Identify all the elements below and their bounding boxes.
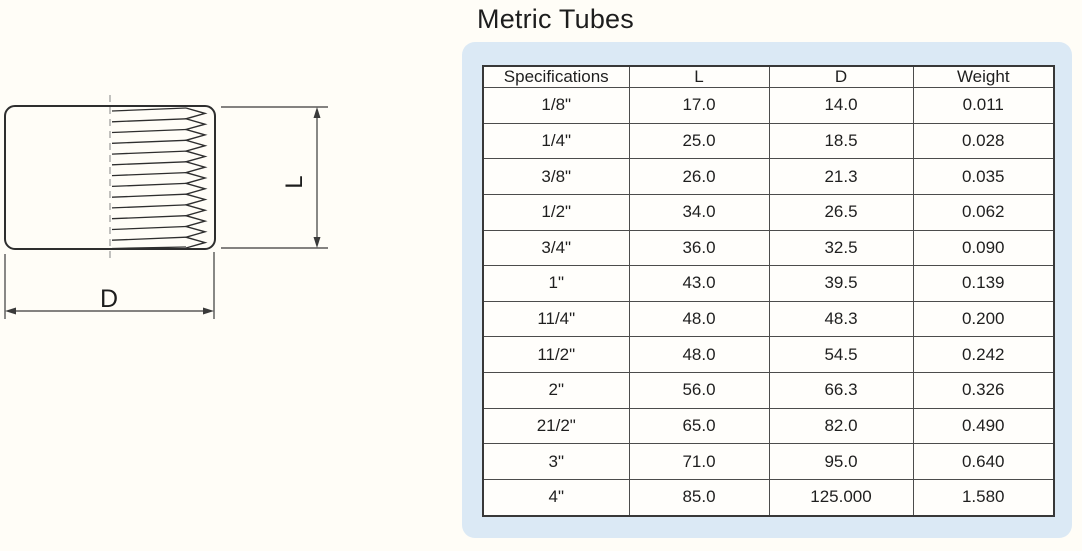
table-cell: 0.011 — [912, 87, 1055, 124]
table-row: 1/2" 34.0 26.5 0.062 — [482, 193, 1055, 231]
table-cell: 0.490 — [912, 407, 1055, 445]
table-cell: 0.035 — [912, 158, 1055, 195]
table-row: 1" 43.0 39.5 0.139 — [482, 265, 1055, 302]
table-row: 2" 56.0 66.3 0.326 — [482, 372, 1055, 409]
table-cell: 2" — [482, 372, 630, 409]
table-row: 3" 71.0 95.0 0.640 — [482, 443, 1055, 480]
table-cell: 1.580 — [912, 478, 1055, 517]
table-row: 1/4" 25.0 18.5 0.028 — [482, 122, 1055, 160]
table-cell: 14.0 — [768, 87, 914, 124]
table-cell: 3/4" — [482, 229, 630, 267]
table-cell: 39.5 — [768, 265, 914, 302]
d-arrow-left — [5, 307, 16, 315]
table-cell: 0.139 — [912, 265, 1055, 302]
table-cell: 43.0 — [628, 265, 770, 302]
l-dimension-label: L — [281, 175, 308, 188]
table-header-row: Specifications L D Weight — [482, 65, 1055, 88]
table-cell: 48.0 — [628, 336, 770, 373]
table-cell: 36.0 — [628, 229, 770, 267]
table-cell: 25.0 — [628, 122, 770, 160]
table-cell: 48.3 — [768, 300, 914, 338]
table-cell: 95.0 — [768, 443, 914, 480]
table-cell: 125.000 — [768, 478, 914, 517]
table-cell: 1" — [482, 265, 630, 302]
l-dimension — [221, 106, 328, 249]
table-cell: 11/2" — [482, 336, 630, 373]
table-cell: 32.5 — [768, 229, 914, 267]
table-cell: 17.0 — [628, 87, 770, 124]
table-body: 1/8" 17.0 14.0 0.011 1/4" 25.0 18.5 0.028 3/8" 26… — [482, 87, 1055, 517]
table-cell: 65.0 — [628, 407, 770, 445]
table-cell: 1/4" — [482, 122, 630, 160]
table-cell: 0.326 — [912, 372, 1055, 409]
table-cell: 3/8" — [482, 158, 630, 195]
tube-cap-drawing: L D — [4, 95, 328, 319]
table-cell: 34.0 — [628, 193, 770, 231]
table-cell: 3" — [482, 443, 630, 480]
table-cell: 0.062 — [912, 193, 1055, 231]
table-cell: 11/4" — [482, 300, 630, 338]
table-panel: Specifications L D Weight 1/8" 17.0 14.0 0.… — [462, 42, 1072, 538]
table-cell: 4" — [482, 478, 630, 517]
table-cell: 56.0 — [628, 372, 770, 409]
table-cell: 26.5 — [768, 193, 914, 231]
l-arrow-bottom — [313, 237, 321, 248]
thread-zigzag — [183, 107, 208, 249]
col-header-specifications: Specifications — [482, 65, 630, 88]
cap-body-outline — [4, 105, 216, 250]
table-row: 11/4" 48.0 48.3 0.200 — [482, 300, 1055, 338]
table-cell: 0.090 — [912, 229, 1055, 267]
table-cell: 85.0 — [628, 478, 770, 517]
table-cell: 71.0 — [628, 443, 770, 480]
metric-tubes-table: Specifications L D Weight 1/8" 17.0 14.0 0.… — [482, 65, 1055, 517]
table-row: 11/2" 48.0 54.5 0.242 — [482, 336, 1055, 373]
table-cell: 21/2" — [482, 407, 630, 445]
d-arrow-right — [203, 307, 214, 315]
l-arrow-top — [313, 107, 321, 118]
table-cell: 18.5 — [768, 122, 914, 160]
col-header-d: D — [768, 65, 914, 88]
table-cell: 0.242 — [912, 336, 1055, 373]
page-title: Metric Tubes — [477, 4, 634, 34]
thread-lines — [111, 107, 187, 250]
table-cell: 48.0 — [628, 300, 770, 338]
table-cell: 21.3 — [768, 158, 914, 195]
table-cell: 0.200 — [912, 300, 1055, 338]
table-row: 3/8" 26.0 21.3 0.035 — [482, 158, 1055, 195]
table-row: 21/2" 65.0 82.0 0.490 — [482, 407, 1055, 445]
d-dimension — [4, 252, 215, 319]
table-cell: 1/2" — [482, 193, 630, 231]
table-cell: 0.028 — [912, 122, 1055, 160]
table-cell: 82.0 — [768, 407, 914, 445]
table-cell: 1/8" — [482, 87, 630, 124]
table-row: 3/4" 36.0 32.5 0.090 — [482, 229, 1055, 267]
table-cell: 54.5 — [768, 336, 914, 373]
table-cell: 66.3 — [768, 372, 914, 409]
col-header-weight: Weight — [912, 65, 1055, 88]
table-row: 1/8" 17.0 14.0 0.011 — [482, 87, 1055, 124]
table-cell: 0.640 — [912, 443, 1055, 480]
table-cell: 26.0 — [628, 158, 770, 195]
col-header-l: L — [628, 65, 770, 88]
d-dimension-label: D — [100, 285, 118, 313]
table-row: 4" 85.0 125.000 1.580 — [482, 478, 1055, 517]
